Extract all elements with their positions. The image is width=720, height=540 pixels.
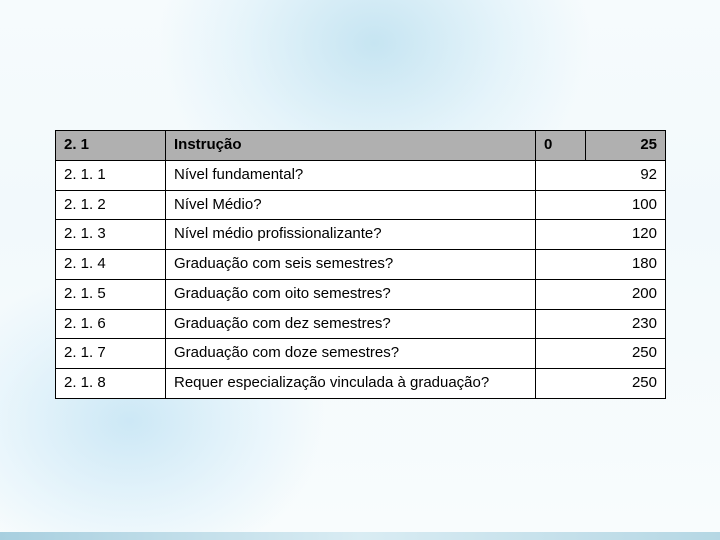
cell-value: 230 bbox=[536, 309, 666, 339]
header-col-a: 0 bbox=[536, 131, 586, 161]
cell-desc: Nível fundamental? bbox=[166, 160, 536, 190]
header-col-b: 25 bbox=[586, 131, 666, 161]
table-row: 2. 1. 7 Graduação com doze semestres? 25… bbox=[56, 339, 666, 369]
cell-code: 2. 1. 7 bbox=[56, 339, 166, 369]
table-header-row: 2. 1 Instrução 0 25 bbox=[56, 131, 666, 161]
cell-code: 2. 1. 1 bbox=[56, 160, 166, 190]
cell-code: 2. 1. 4 bbox=[56, 250, 166, 280]
slide-background: 2. 1 Instrução 0 25 2. 1. 1 Nível fundam… bbox=[0, 0, 720, 540]
cell-value: 250 bbox=[536, 339, 666, 369]
table-row: 2. 1. 5 Graduação com oito semestres? 20… bbox=[56, 279, 666, 309]
cell-code: 2. 1. 8 bbox=[56, 369, 166, 399]
table-row: 2. 1. 8 Requer especialização vinculada … bbox=[56, 369, 666, 399]
cell-value: 180 bbox=[536, 250, 666, 280]
table-row: 2. 1. 4 Graduação com seis semestres? 18… bbox=[56, 250, 666, 280]
header-title: Instrução bbox=[166, 131, 536, 161]
cell-desc: Graduação com dez semestres? bbox=[166, 309, 536, 339]
cell-value: 250 bbox=[536, 369, 666, 399]
table-row: 2. 1. 1 Nível fundamental? 92 bbox=[56, 160, 666, 190]
cell-desc: Graduação com seis semestres? bbox=[166, 250, 536, 280]
cell-desc: Nível Médio? bbox=[166, 190, 536, 220]
cell-code: 2. 1. 3 bbox=[56, 220, 166, 250]
cell-code: 2. 1. 5 bbox=[56, 279, 166, 309]
instruction-table: 2. 1 Instrução 0 25 2. 1. 1 Nível fundam… bbox=[55, 130, 666, 399]
table-row: 2. 1. 3 Nível médio profissionalizante? … bbox=[56, 220, 666, 250]
cell-desc: Graduação com doze semestres? bbox=[166, 339, 536, 369]
cell-code: 2. 1. 2 bbox=[56, 190, 166, 220]
cell-value: 120 bbox=[536, 220, 666, 250]
cell-desc: Requer especialização vinculada à gradua… bbox=[166, 369, 536, 399]
cell-desc: Graduação com oito semestres? bbox=[166, 279, 536, 309]
cell-desc: Nível médio profissionalizante? bbox=[166, 220, 536, 250]
table-row: 2. 1. 6 Graduação com dez semestres? 230 bbox=[56, 309, 666, 339]
table-row: 2. 1. 2 Nível Médio? 100 bbox=[56, 190, 666, 220]
header-code: 2. 1 bbox=[56, 131, 166, 161]
cell-value: 92 bbox=[536, 160, 666, 190]
cell-value: 200 bbox=[536, 279, 666, 309]
table-container: 2. 1 Instrução 0 25 2. 1. 1 Nível fundam… bbox=[55, 130, 665, 399]
cell-value: 100 bbox=[536, 190, 666, 220]
cell-code: 2. 1. 6 bbox=[56, 309, 166, 339]
